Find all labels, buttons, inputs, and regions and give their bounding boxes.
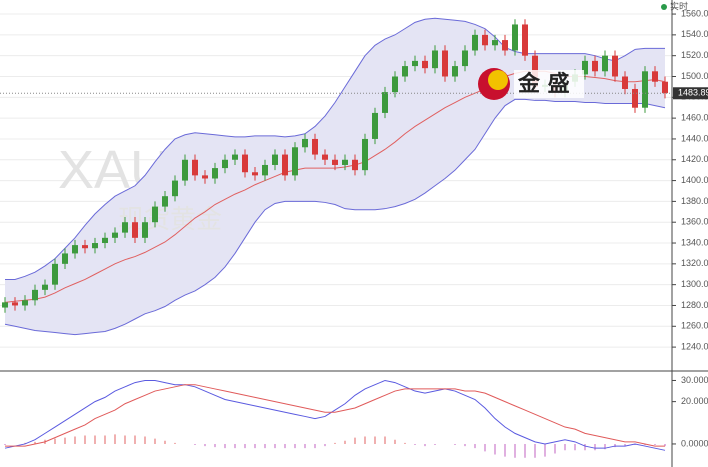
y-tick-label: 1240.00	[681, 341, 708, 351]
y-tick-label: 1520.00	[681, 50, 708, 60]
macd-dif	[4, 379, 666, 451]
candle-body	[272, 154, 278, 165]
candle-body	[242, 154, 248, 173]
candle-body	[412, 60, 418, 67]
candle-body	[222, 159, 228, 169]
candle-body	[312, 138, 318, 155]
candle-body	[652, 71, 658, 82]
candle-body	[82, 245, 88, 249]
candle-body	[462, 50, 468, 67]
band-lower	[4, 98, 666, 336]
candle-body	[602, 55, 608, 72]
y-tick-label: 20.0000	[681, 396, 708, 406]
status-dot	[661, 4, 667, 10]
candle-body	[182, 159, 188, 181]
y-tick-label: 1400.00	[681, 175, 708, 185]
y-tick-label: 1320.00	[681, 258, 708, 268]
y-tick-label: 1460.00	[681, 113, 708, 123]
candle-body	[382, 92, 388, 113]
status: 实时	[670, 0, 688, 11]
candle-body	[112, 232, 118, 238]
candle-body	[452, 66, 458, 77]
candle-body	[582, 60, 588, 75]
candle-body	[62, 253, 68, 264]
candle-body	[252, 172, 258, 176]
candle-body	[192, 159, 198, 176]
y-tick-label: 30.0000	[681, 375, 708, 385]
y-tick-label: 1260.00	[681, 321, 708, 331]
candle-body	[282, 154, 288, 176]
candle-body	[402, 66, 408, 77]
candle-body	[142, 222, 148, 238]
candle-body	[172, 180, 178, 197]
y-tick-label: 1380.00	[681, 196, 708, 206]
candle-body	[162, 196, 168, 207]
y-tick-label: 1280.00	[681, 300, 708, 310]
macd-dea	[5, 384, 665, 447]
y-tick-label: 1540.00	[681, 29, 708, 39]
candle-body	[622, 76, 628, 89]
candle-body	[522, 24, 528, 56]
y-tick-label: 1300.00	[681, 279, 708, 289]
candle-body	[492, 40, 498, 46]
y-tick-label: 0.0000	[681, 438, 708, 448]
logo-text: 金 盛	[517, 71, 570, 97]
candle-body	[2, 302, 8, 308]
last-price-box	[673, 87, 708, 100]
logo-inner	[488, 70, 508, 90]
candle-body	[662, 81, 668, 94]
candle-body	[322, 154, 328, 160]
candle-body	[512, 24, 518, 51]
candle-body	[262, 164, 268, 176]
y-tick-label: 1420.00	[681, 154, 708, 164]
candle-body	[12, 302, 18, 306]
candle-body	[642, 71, 648, 108]
candle-body	[502, 40, 508, 51]
candle-body	[212, 168, 218, 179]
candle-body	[332, 159, 338, 165]
candle-body	[372, 112, 378, 139]
y-tick-label: 1360.00	[681, 217, 708, 227]
candle-body	[342, 159, 348, 165]
candle-body	[22, 300, 28, 306]
logo-backdrop	[514, 70, 584, 98]
y-tick-label: 1500.00	[681, 71, 708, 81]
candle-body	[392, 76, 398, 93]
candle-body	[472, 34, 478, 51]
candle-body	[42, 284, 48, 290]
candle-body	[592, 60, 598, 72]
candle-body	[352, 159, 358, 171]
candle-body	[152, 206, 158, 223]
candle-body	[612, 55, 618, 77]
y-tick-label: 1340.00	[681, 237, 708, 247]
last-price-label: 1483.89	[678, 88, 708, 98]
candle-body	[92, 243, 98, 249]
candle-body	[52, 263, 58, 285]
y-tick-label: 1560.00	[681, 8, 708, 18]
candle-body	[72, 245, 78, 254]
candle-body	[202, 175, 208, 179]
candle-body	[132, 222, 138, 238]
candle-body	[442, 50, 448, 77]
candle-body	[232, 154, 238, 160]
candle-body	[362, 138, 368, 171]
candle-body	[32, 289, 38, 301]
candle-body	[302, 138, 308, 148]
candle-body	[482, 34, 488, 46]
band-upper	[5, 17, 665, 280]
candle-body	[292, 147, 298, 176]
candle-body	[422, 60, 428, 69]
candle-body	[122, 222, 128, 233]
candle-body	[632, 88, 638, 108]
y-tick-label: 1440.00	[681, 133, 708, 143]
candle-body	[432, 50, 438, 69]
candle-body	[102, 237, 108, 244]
